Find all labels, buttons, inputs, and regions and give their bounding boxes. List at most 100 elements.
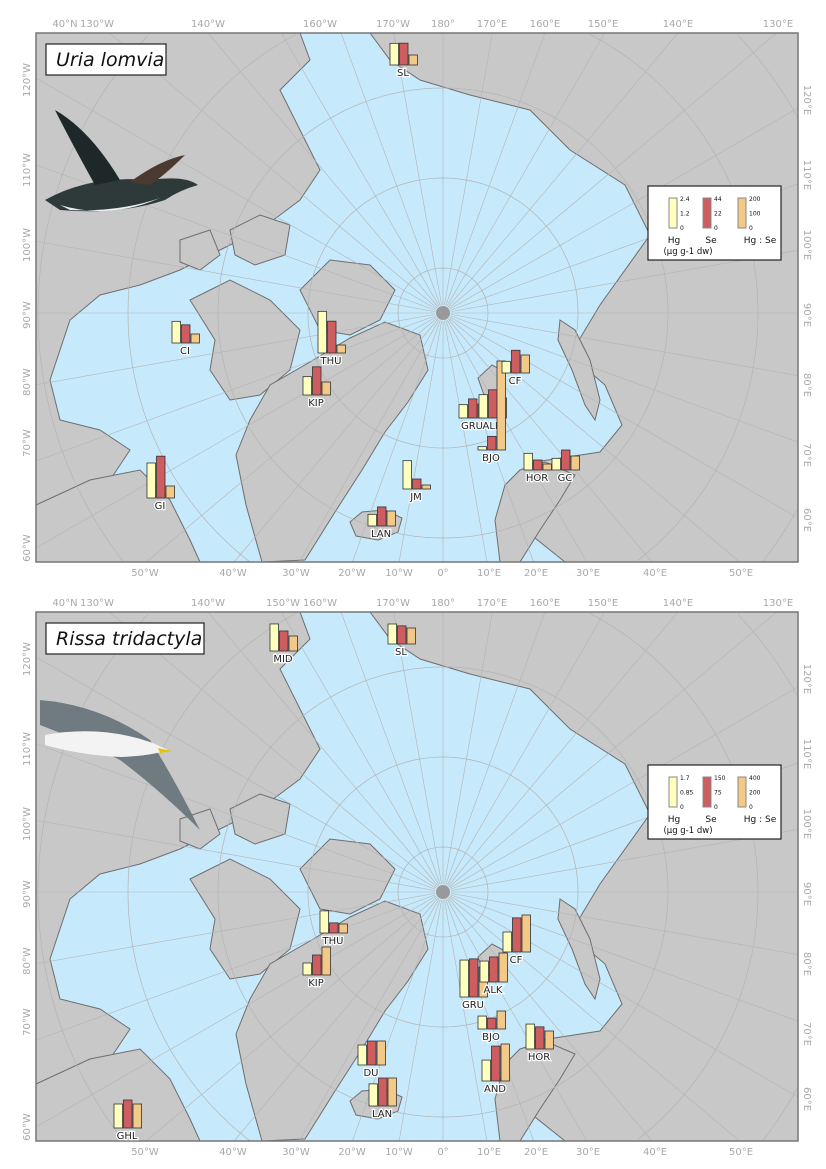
site-label: ALK — [484, 985, 503, 996]
legend-tick-se: 150 — [714, 775, 726, 782]
bar-hg-ghl — [113, 1103, 123, 1129]
bar-se-hor — [533, 459, 543, 471]
meridian-line — [447, 611, 679, 887]
bar-se-alk — [488, 389, 498, 419]
bar-se-kip — [312, 954, 322, 976]
bar-ratio-alk — [498, 952, 508, 983]
legend-label: Hg — [668, 236, 680, 246]
bar-hg-and — [481, 1059, 491, 1082]
tick-label-left: 110°W — [22, 732, 33, 766]
tick-label-right: 110°E — [801, 739, 812, 769]
meridian-line — [207, 611, 439, 887]
meridian-line — [146, 896, 438, 1142]
meridian-line — [35, 893, 436, 965]
bar-hg-alk — [479, 960, 489, 983]
site-label: JM — [409, 492, 422, 503]
site-label: DU — [363, 1068, 378, 1079]
meridian-line — [449, 316, 799, 519]
site-thu: THU — [319, 910, 348, 948]
bar-se-sl — [397, 625, 407, 645]
meridian-line — [35, 315, 436, 462]
tick-label-left: 80°W — [22, 947, 33, 975]
tick-label-top: 160°W — [303, 19, 337, 30]
tick-label-left: 120°W — [22, 642, 33, 676]
map-frame — [35, 32, 799, 563]
legend-label: Hg — [668, 815, 680, 825]
tick-label-bottom: 40°E — [643, 1147, 667, 1158]
bar-hg-sl — [387, 623, 397, 645]
site-label: GC — [558, 473, 573, 484]
meridian-line — [398, 899, 442, 1142]
tick-label-top: 130°E — [763, 19, 793, 30]
tick-label-bottom: 30°E — [576, 1147, 600, 1158]
legend-unit: (µg g-1 dw) — [663, 247, 712, 257]
latitude-circle — [637, 313, 759, 561]
tick-label-left: 70°W — [22, 1008, 33, 1036]
bar-ratio-bjo — [496, 360, 506, 451]
site-label: THU — [320, 356, 342, 367]
bar-ratio-sl — [406, 627, 416, 645]
meridian-line — [450, 315, 799, 443]
bar-se-gi — [156, 455, 166, 499]
legend-tick-se: 0 — [714, 225, 718, 232]
meridian-line — [298, 898, 440, 1142]
site-label: GRU — [462, 1000, 484, 1011]
site-label: HOR — [526, 473, 548, 484]
bar-ratio-and — [500, 1043, 510, 1082]
meridian-line — [35, 314, 436, 386]
meridian-line — [352, 320, 441, 563]
bar-ratio-ci — [190, 333, 200, 344]
bar-hg-kip — [302, 376, 312, 396]
meridian-line — [35, 819, 436, 891]
tick-label-top: 160°E — [530, 19, 560, 30]
tick-label-right: 90°E — [801, 303, 812, 327]
bar-ratio-ghl — [132, 1103, 142, 1129]
tick-label-top: 150°W — [266, 598, 300, 609]
bar-hg-mid — [269, 623, 279, 652]
site-and: AND — [481, 1043, 510, 1096]
site-bjo: BJO — [477, 1010, 506, 1044]
tick-label-right: 70°E — [801, 1022, 812, 1046]
tick-label-bottom: 10°W — [385, 568, 413, 579]
meridian-line — [445, 611, 546, 885]
meridian-line — [447, 318, 653, 563]
site-mid: MID — [269, 623, 298, 666]
bar-hg-gc — [551, 457, 561, 471]
meridian-line — [448, 896, 740, 1142]
bird-icon-black-legged-kittiwake — [40, 700, 200, 830]
tick-label-top: 130°W — [80, 598, 114, 609]
tick-label-top: 180° — [431, 598, 455, 609]
tick-label-bottom: 50°W — [131, 568, 159, 579]
meridian-line — [447, 32, 679, 308]
bird-icon-thick-billed-murre — [45, 110, 198, 212]
legend-bar-se — [702, 776, 712, 808]
legend-tick-hg: 0 — [680, 804, 684, 811]
meridian-line — [398, 320, 442, 563]
legend-label: Hg : Se — [744, 236, 777, 246]
site-label: GHL — [117, 1131, 138, 1142]
legend-label: Hg : Se — [744, 815, 777, 825]
tick-label-top: 170°W — [376, 598, 410, 609]
site-label: CF — [509, 376, 522, 387]
bar-hg-lan — [368, 1083, 378, 1107]
bar-hg-kip — [302, 962, 312, 976]
site-kip: KIP — [302, 366, 331, 410]
tick-label-right: 120°E — [801, 85, 812, 115]
legend-tick-ratio: 200 — [749, 196, 761, 203]
bar-se-lan — [378, 1077, 388, 1107]
tick-label-bottom: 50°E — [729, 1147, 753, 1158]
bar-hg-bjo — [477, 1015, 487, 1030]
meridian-line — [450, 829, 799, 891]
land-novaya-zemlya — [557, 898, 601, 1001]
bar-ratio-hor — [542, 463, 552, 471]
land-novaya-zemlya — [557, 319, 601, 422]
bar-ratio-kip — [321, 381, 331, 396]
latitude-circle — [762, 509, 798, 563]
north-pole-marker — [436, 306, 450, 320]
meridian-line — [445, 32, 546, 306]
meridian-line — [35, 894, 436, 1041]
bar-se-lan — [377, 506, 387, 527]
bar-ratio-sl — [408, 54, 418, 66]
meridian-line — [447, 897, 653, 1142]
